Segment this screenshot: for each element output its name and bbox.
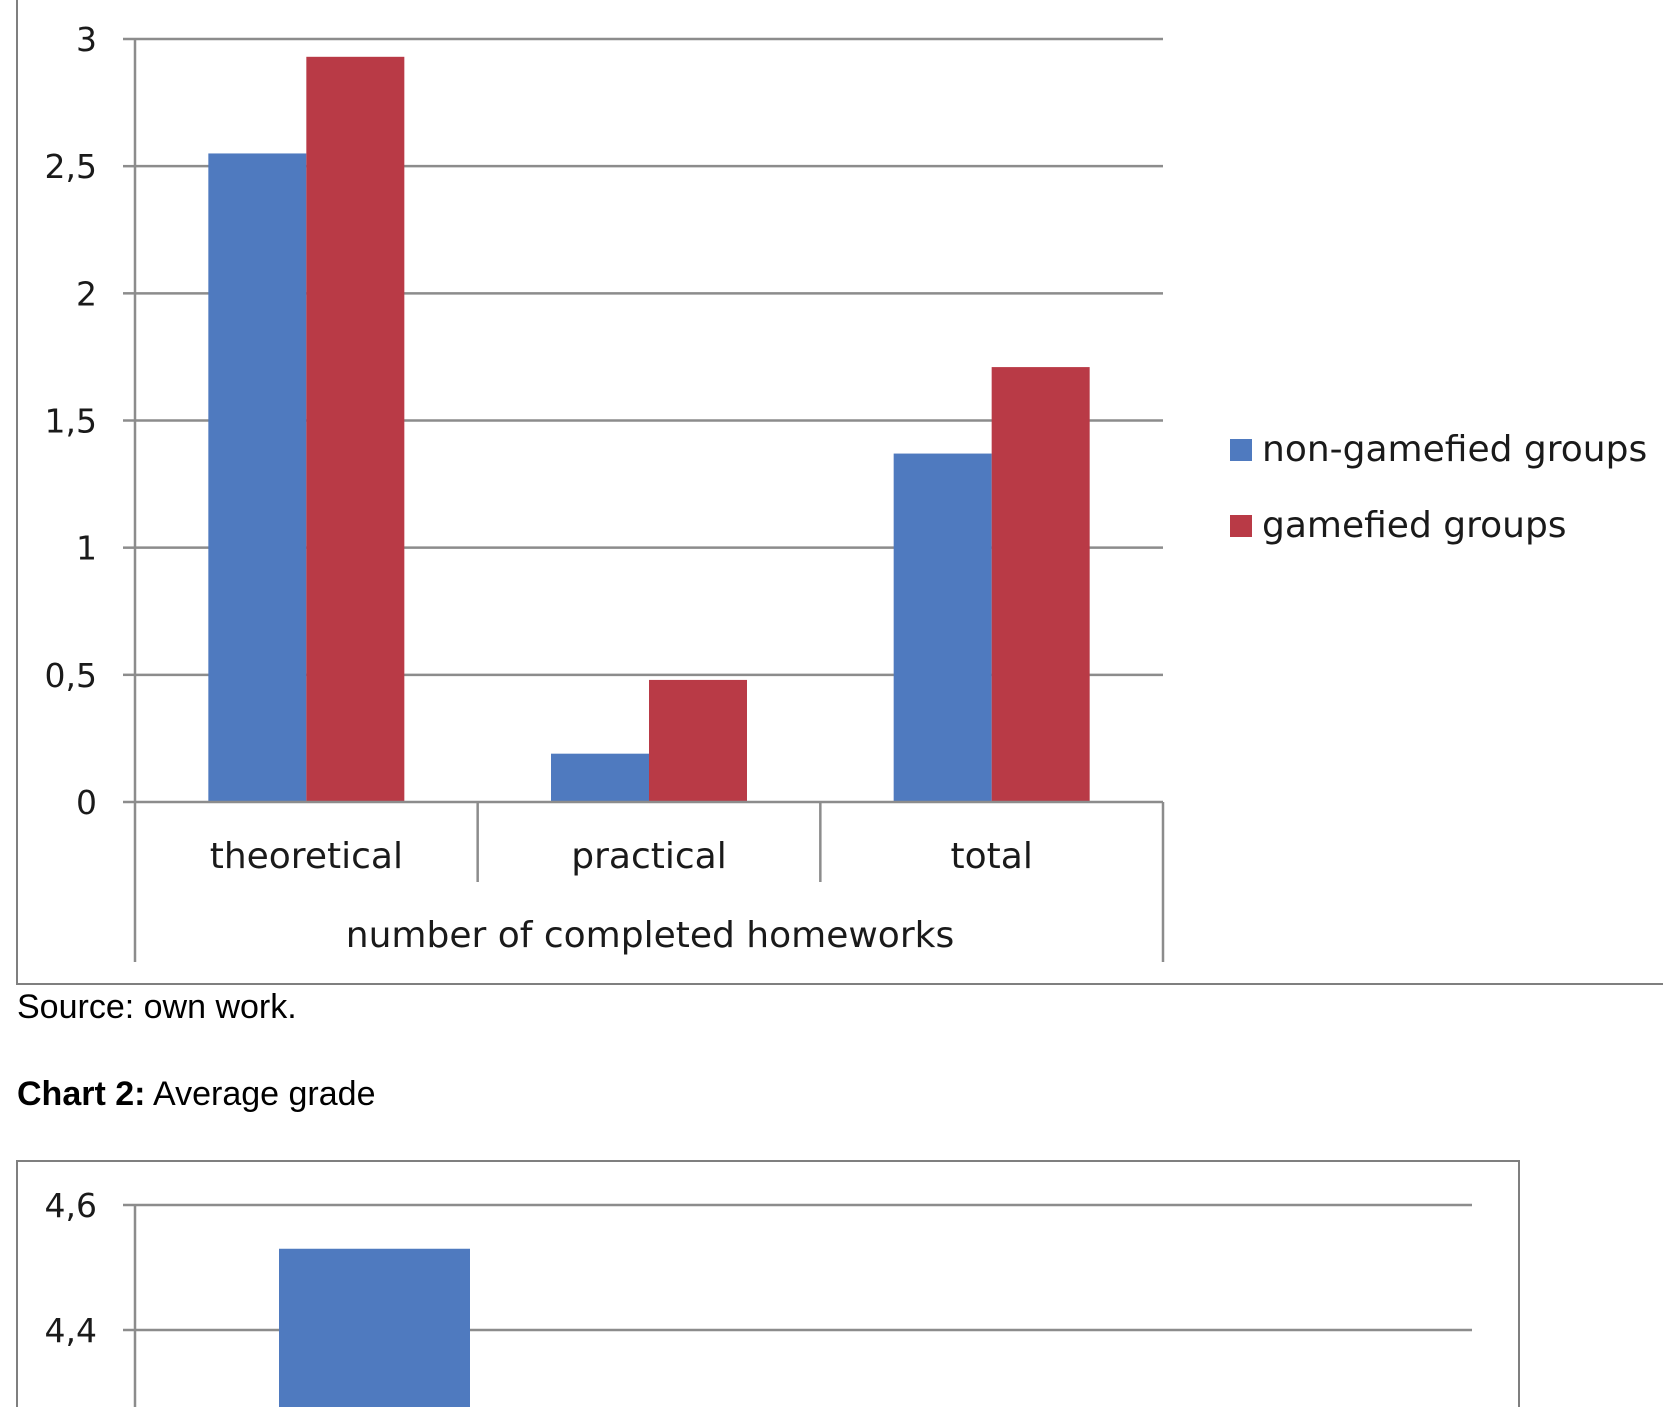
legend-label-gamefied: gamefied groups: [1262, 505, 1567, 546]
bar-non-gamefied-total: [893, 453, 992, 802]
y-tick-label: 1,5: [45, 402, 97, 441]
bar-non-gamefied-theoretical: [208, 153, 307, 802]
x-category-label: theoretical: [210, 836, 403, 877]
legend-label-non-gamefied: non-gamefied groups: [1262, 429, 1647, 470]
legend: non-gamefied groups gamefied groups: [1230, 429, 1647, 546]
y-tick-label: 2,5: [45, 147, 97, 186]
x-category-label: total: [951, 836, 1033, 877]
y-tick-label: 2: [76, 274, 97, 313]
y-tick-label: 0: [76, 783, 97, 822]
x-category-label: practical: [571, 836, 726, 877]
chart-1-frame: [16, 0, 1663, 985]
y-tick-label: 0,5: [45, 656, 97, 695]
chart-2-label: Chart 2:: [17, 1075, 146, 1113]
bar-gamefied-practical: [649, 679, 747, 802]
y-tick-label: 1: [76, 529, 97, 568]
chart-2-title: Average grade: [153, 1075, 376, 1113]
x-axis-group-label: number of completed homeworks: [346, 915, 954, 956]
bar-non-gamefied-practical: [551, 753, 649, 802]
chart-2-caption: Chart 2: Average grade: [17, 1075, 375, 1114]
y-tick-label: 4,6: [45, 1186, 97, 1225]
chart-1: 00,511,522,53 theoretical practical total …: [16, 0, 1663, 985]
legend-swatch-non-gamefied: [1230, 439, 1252, 461]
legend-swatch-gamefied: [1230, 515, 1252, 537]
chart-2-frame: [16, 1160, 1520, 1407]
y-tick-label: 4,4: [45, 1311, 97, 1350]
bar-gamefied-theoretical: [306, 56, 405, 802]
source-note: Source: own work.: [17, 988, 297, 1026]
y-tick-label: 3: [76, 20, 97, 59]
bar-average-grade: [279, 1248, 470, 1407]
chart-2: 4,4 4,6: [16, 1160, 1520, 1407]
bar-gamefied-total: [991, 367, 1090, 802]
